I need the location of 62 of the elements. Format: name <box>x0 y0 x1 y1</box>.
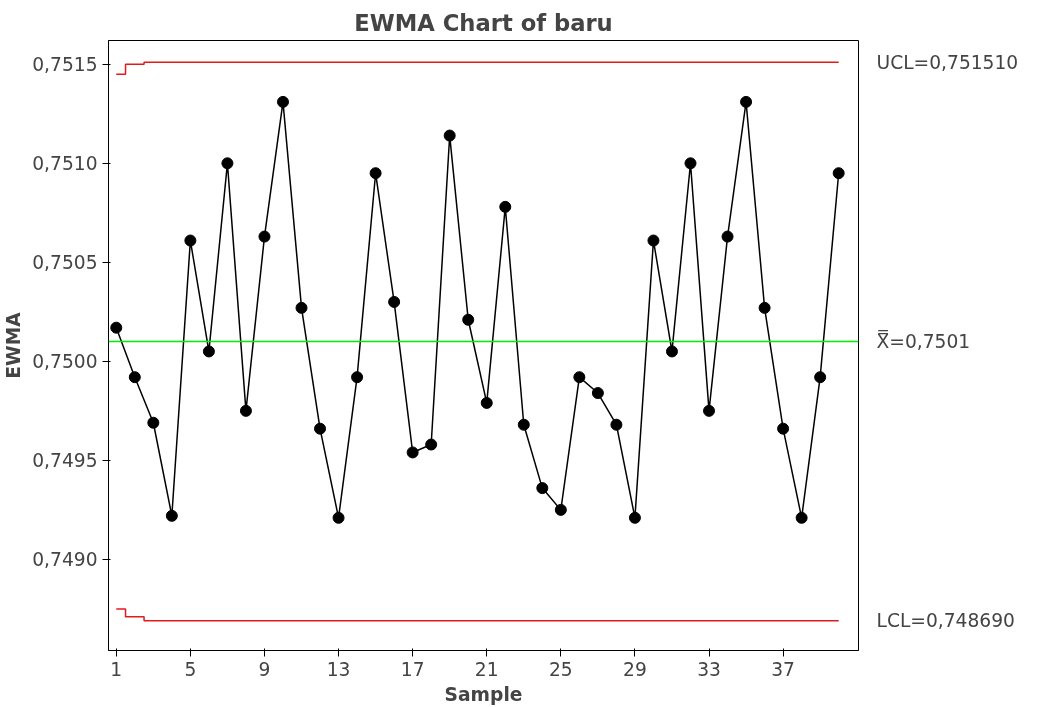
point <box>536 482 549 495</box>
y-tick-label: 0,7505 <box>32 252 98 274</box>
x-tick-label: 33 <box>697 658 721 680</box>
point <box>740 95 753 108</box>
point <box>202 345 215 358</box>
x-tick-label: 21 <box>474 658 499 680</box>
point <box>128 371 141 384</box>
point <box>351 371 364 384</box>
point <box>110 321 123 334</box>
point <box>425 438 438 451</box>
point <box>165 509 178 522</box>
point <box>721 230 734 243</box>
point <box>295 301 308 314</box>
point <box>314 422 327 435</box>
x-axis-title: Sample <box>444 683 523 705</box>
point <box>684 157 697 170</box>
point <box>221 157 234 170</box>
point <box>665 345 678 358</box>
y-tick-label: 0,7500 <box>32 351 98 373</box>
point <box>573 371 586 384</box>
point <box>184 234 197 247</box>
chart-title: EWMA Chart of baru <box>354 9 613 36</box>
y-tick-label: 0,7510 <box>32 153 98 175</box>
x-tick-label: 9 <box>258 658 271 680</box>
point <box>554 503 567 516</box>
point <box>258 230 271 243</box>
text: UCL=0,751510 <box>876 51 1019 73</box>
point <box>147 416 160 429</box>
point <box>406 446 419 459</box>
x-tick-label: 13 <box>326 658 351 680</box>
point <box>332 511 345 524</box>
point <box>369 167 382 180</box>
y-axis-title: EWMA <box>3 311 25 379</box>
point <box>517 418 530 431</box>
point <box>276 95 289 108</box>
point <box>647 234 660 247</box>
point <box>758 301 771 314</box>
point <box>499 200 512 213</box>
point <box>832 167 845 180</box>
x-tick-label: 17 <box>400 658 425 680</box>
x-tick-label: 37 <box>771 658 795 680</box>
point <box>591 387 604 400</box>
point <box>388 295 401 308</box>
x-tick-label: 29 <box>623 658 647 680</box>
point <box>795 511 808 524</box>
point <box>462 313 475 326</box>
point <box>628 511 641 524</box>
point <box>703 404 716 417</box>
point <box>777 422 790 435</box>
x-tick-label: 25 <box>548 658 573 680</box>
point <box>814 371 827 384</box>
point <box>239 404 252 417</box>
x-tick-label: 5 <box>184 658 197 680</box>
y-tick-label: 0,7490 <box>32 549 98 571</box>
point <box>610 418 623 431</box>
point <box>443 129 456 142</box>
text: LCL=0,748690 <box>876 610 1015 632</box>
point <box>480 396 493 409</box>
ref-line-label: X̿=0,7501 <box>876 328 971 353</box>
y-tick-label: 0,7495 <box>32 450 98 472</box>
y-tick-label: 0,7515 <box>32 54 98 76</box>
x-tick-label: 1 <box>110 658 123 680</box>
